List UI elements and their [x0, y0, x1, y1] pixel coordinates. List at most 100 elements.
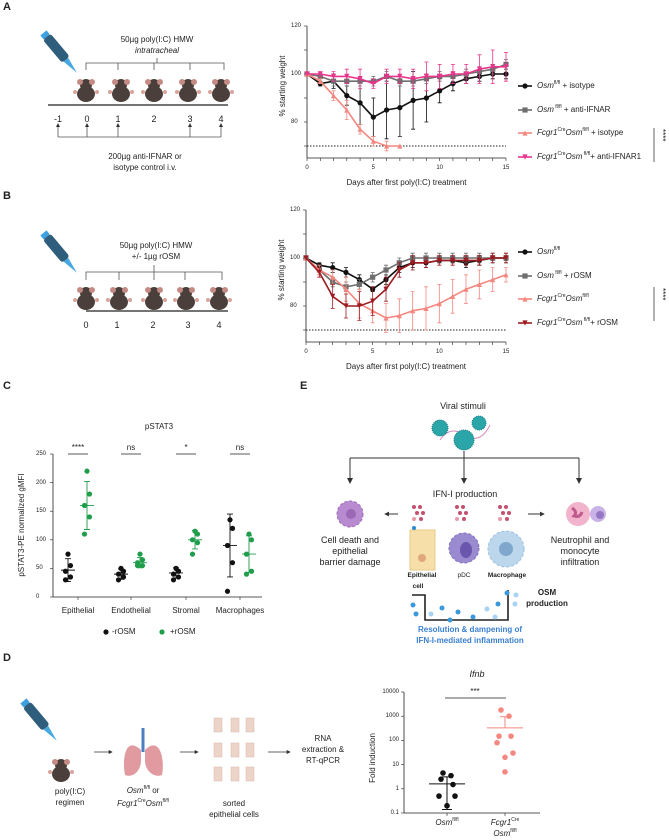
weight-chart-b	[303, 209, 509, 345]
data-point	[317, 71, 323, 77]
category-pre: Fcgr1	[490, 818, 512, 827]
data-point	[410, 260, 416, 266]
day-label: -1	[53, 114, 63, 124]
day-label: 3	[187, 114, 193, 124]
data-point	[503, 64, 509, 70]
data-point	[344, 93, 350, 99]
x-tick-label: 15	[502, 349, 510, 355]
data-point	[397, 143, 403, 149]
data-point	[86, 491, 93, 497]
legend-marker	[522, 296, 528, 302]
osm-feedback-diagram	[410, 590, 519, 623]
legend-label: -rOSM	[112, 627, 136, 636]
legend-entry: Osmfl/fl + isotype	[537, 81, 595, 90]
legend-pre-sup: Cre	[557, 151, 566, 157]
day-label: 2	[150, 320, 156, 330]
legend-entry: Fcgr1CreOsm fl/fl+ rOSM	[537, 318, 618, 327]
data-point	[330, 73, 337, 79]
y-tick-label: 80	[290, 303, 297, 309]
mean-sd-bar	[61, 558, 75, 583]
data-point	[344, 73, 350, 79]
data-point	[436, 301, 442, 307]
legend-sup: fl/fl	[553, 246, 561, 252]
x-tick-label: 10	[436, 165, 443, 171]
data-point	[243, 551, 250, 557]
data-point	[224, 588, 231, 594]
data-point	[175, 568, 182, 574]
data-point	[490, 277, 496, 283]
rna-label-2: extraction &	[301, 745, 345, 754]
significance-label: ns	[126, 443, 136, 452]
mice-row-b	[73, 287, 232, 310]
data-point	[383, 315, 389, 321]
route-label: intratracheal	[134, 46, 180, 55]
data-point	[436, 793, 442, 799]
data-point	[62, 568, 69, 574]
y-tick-label: 10000	[382, 689, 399, 695]
weight-chart-a	[304, 25, 509, 161]
data-point	[450, 71, 456, 77]
x-tick-label: 15	[502, 165, 510, 171]
gene-name: Osm	[126, 786, 144, 795]
data-point	[246, 531, 252, 537]
data-point	[134, 562, 141, 569]
data-point	[62, 577, 69, 583]
infiltration-label-2: monocyte	[560, 546, 600, 556]
data-point	[194, 540, 201, 546]
legend-pre-sup: Cre	[557, 293, 566, 299]
y-tick-label: 1	[395, 785, 399, 792]
data-point	[438, 776, 444, 782]
data-point	[476, 257, 482, 263]
legend-sup: fl/fl	[582, 127, 589, 133]
data-point	[510, 750, 516, 756]
day-label: 4	[216, 320, 222, 330]
ifn-production-label: IFN-I production	[432, 489, 498, 499]
data-point	[490, 255, 496, 261]
x-tick-label: 0	[305, 165, 309, 171]
legend-entry: Osmfl/fl	[537, 246, 561, 256]
pipette-icon	[19, 697, 61, 744]
data-point	[410, 308, 416, 314]
y-tick-label: 100	[388, 737, 399, 744]
gene-name: Fcgr1	[117, 799, 138, 808]
data-point	[229, 560, 236, 566]
data-point	[81, 502, 88, 509]
data-point	[243, 571, 250, 577]
day-label: 4	[218, 114, 224, 124]
day-label: 0	[84, 114, 90, 124]
data-point	[448, 772, 454, 779]
regimen-label-2: regimen	[55, 798, 85, 807]
data-point	[139, 557, 146, 563]
data-point	[444, 802, 450, 809]
data-point	[384, 107, 390, 113]
data-point	[490, 64, 496, 70]
data-point	[383, 286, 389, 292]
data-point	[463, 71, 469, 77]
data-point	[170, 571, 177, 577]
series-line	[305, 257, 506, 307]
legend-marker	[103, 629, 109, 635]
legend-marker	[522, 273, 528, 279]
data-point	[357, 76, 363, 82]
data-point	[370, 138, 376, 144]
allele-sup: fl/fl	[162, 798, 169, 804]
data-point	[115, 571, 122, 577]
data-point	[175, 574, 182, 580]
category-pre-sup: Cre	[511, 817, 520, 823]
legend-marker	[522, 130, 528, 136]
pstat3-chart	[50, 453, 262, 635]
monocyte-icon	[590, 506, 606, 522]
y-tick-label: 100	[290, 255, 301, 261]
infiltration-label-3: infiltration	[560, 557, 600, 567]
viral-stimuli-label: Viral stimuli	[440, 401, 486, 411]
data-point	[224, 542, 231, 549]
data-point	[344, 107, 350, 113]
legend-rest: + isotype	[588, 128, 624, 137]
data-point	[450, 781, 456, 788]
y-tick-label: 120	[291, 23, 302, 29]
data-point	[343, 286, 349, 292]
category-label: Endothelial	[111, 606, 151, 615]
mean-sd-bar	[487, 716, 523, 729]
mean-sd-bar	[169, 567, 183, 579]
significance-label: *	[184, 443, 188, 452]
